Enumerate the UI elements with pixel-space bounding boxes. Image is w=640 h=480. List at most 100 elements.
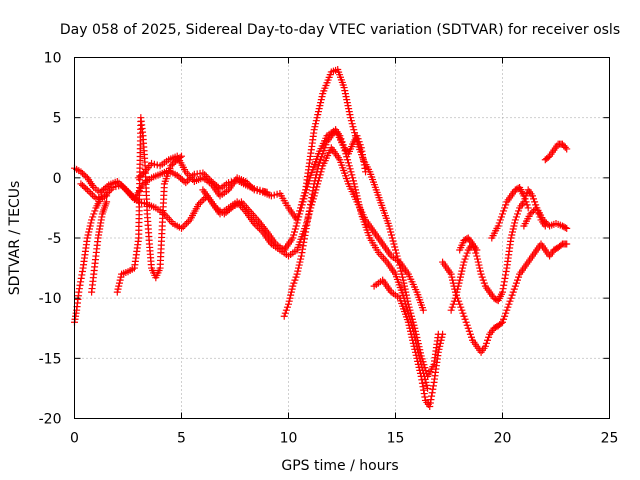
data-point [293,270,301,278]
data-point [452,291,460,299]
data-point [294,213,302,221]
data-point [291,225,299,233]
data-point [305,211,313,219]
series-sat-f [135,66,442,380]
data-point [78,271,86,279]
data-point [476,267,484,275]
data-point [353,132,361,140]
data-point [449,300,457,308]
data-point [317,156,325,164]
data-point [448,273,456,281]
data-point [296,204,304,212]
data-point [338,138,346,146]
data-point [310,126,318,134]
y-tick-label: -20 [39,412,62,428]
data-point [170,159,178,167]
data-point [302,225,310,233]
data-point [296,258,304,266]
data-point [428,392,436,400]
data-point [512,213,520,221]
series-sat-o [456,234,481,254]
data-point [89,213,97,221]
data-point [297,201,305,209]
data-point [408,312,416,320]
data-point [454,285,462,293]
data-point [243,179,251,187]
data-point [449,276,457,284]
data-point [400,282,408,290]
data-point [311,123,319,131]
data-point [358,147,366,155]
data-point [419,383,427,391]
data-point [475,261,483,269]
data-point [420,390,428,398]
data-point [415,363,423,371]
data-point [314,108,322,116]
data-point [429,382,437,390]
data-point [410,342,418,350]
data-point [76,281,84,289]
data-point [500,278,508,286]
series-sat-n [541,140,571,164]
data-point [77,180,85,188]
data-point [304,214,312,222]
data-point [308,190,316,198]
data-point [181,221,189,229]
data-point [561,224,569,232]
data-point [287,288,295,296]
data-point [297,255,305,263]
data-point [386,225,394,233]
data-point [84,231,92,239]
data-point [252,221,260,229]
data-point [457,270,465,278]
data-point [438,333,446,341]
data-point [500,315,508,323]
data-point [526,210,534,218]
data-point [301,231,309,239]
data-point [126,189,134,197]
data-point [85,228,93,236]
data-point [484,336,492,344]
data-point [409,336,417,344]
data-point [391,243,399,251]
data-point [511,216,519,224]
data-point [312,171,320,179]
data-point [416,366,424,374]
y-tick-label: 10 [44,51,62,67]
data-point [79,169,87,177]
data-point [385,222,393,230]
data-point [355,138,363,146]
data-point [75,285,83,293]
data-point [305,207,313,215]
data-point [507,294,515,302]
data-point [349,174,357,182]
data-point [346,165,354,173]
data-point [196,199,204,207]
data-point [77,274,85,282]
data-point [461,255,469,263]
data-point [499,288,506,296]
data-point [462,318,470,326]
data-point [314,111,322,119]
data-point [459,309,467,317]
data-point [136,172,144,180]
data-point [473,252,481,260]
series-sat-m [520,204,571,232]
data-point [399,276,407,284]
data-point [294,267,302,275]
data-point [309,187,317,195]
data-point [463,249,471,257]
data-point [87,219,95,227]
data-point [300,235,308,243]
data-point [424,384,432,392]
data-point [422,378,430,386]
data-point [409,339,417,347]
data-point [414,360,422,368]
data-point [429,385,437,393]
data-point [140,169,148,177]
data-point [345,162,353,170]
data-point [345,105,353,113]
data-point [183,219,191,227]
data-point [542,219,550,227]
data-point [454,282,462,290]
